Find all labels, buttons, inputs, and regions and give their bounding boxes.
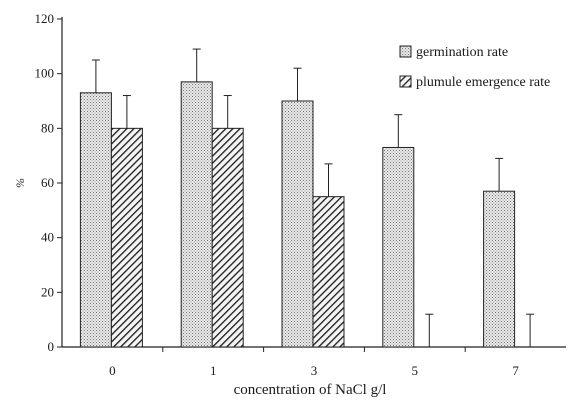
y-tick-label: 0 (48, 339, 55, 354)
error-bars (91, 48, 535, 347)
legend: germination rate plumule emergence rate (399, 45, 550, 90)
y-tick-label: 60 (41, 175, 54, 190)
bar-plumule-1 (211, 127, 244, 348)
x-tick-label: 0 (109, 363, 116, 378)
x-axis-label: concentration of NaCl g/l (234, 382, 387, 398)
x-tick-label: 1 (210, 363, 217, 378)
legend-label-germination-rate: germination rate (416, 45, 508, 60)
bar-germination-1 (180, 81, 213, 348)
y-tick-label: 40 (41, 230, 54, 245)
legend-swatch-plumule-emergence-rate (399, 75, 412, 88)
bar-plumule-3 (312, 196, 345, 348)
legend-label-plumule-emergence-rate: plumule emergence rate (416, 75, 550, 90)
bar-germination-7 (483, 190, 516, 348)
y-tick-label: 20 (41, 284, 54, 299)
x-tick-label: 5 (412, 363, 419, 378)
bar-germination-5 (382, 146, 415, 348)
y-tick-label: 120 (35, 11, 55, 26)
bars (79, 81, 516, 348)
y-tick-label: 80 (41, 120, 54, 135)
x-axis-ticks: 0 1 3 5 7 (109, 347, 519, 378)
legend-swatch-germination-rate (399, 45, 412, 58)
y-axis-ticks: 0 20 40 60 80 100 120 (35, 11, 62, 354)
bar-germination-0 (79, 92, 112, 348)
bar-germination-3 (281, 100, 314, 348)
x-tick-label: 7 (512, 363, 519, 378)
x-tick-label: 3 (311, 363, 318, 378)
y-tick-label: 100 (35, 66, 55, 81)
y-axis-label: % (13, 178, 27, 188)
bar-plumule-0 (110, 127, 143, 348)
